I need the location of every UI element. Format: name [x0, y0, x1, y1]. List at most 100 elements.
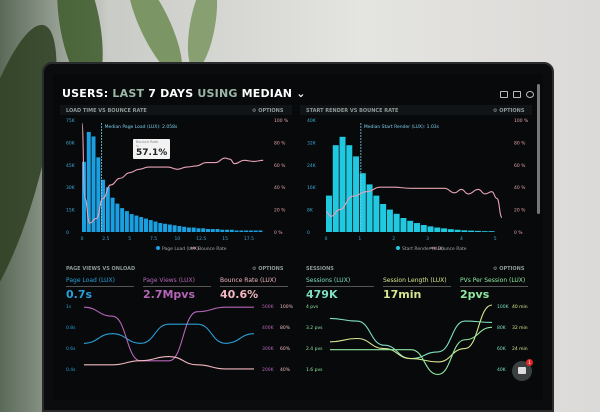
- histogram-bar: [163, 223, 168, 232]
- histogram-bar: [110, 197, 115, 232]
- scrollbar[interactable]: [537, 84, 540, 214]
- histogram-bar: [258, 230, 263, 232]
- histogram-bar: [434, 227, 441, 232]
- options-button[interactable]: ⚙ OPTIONS: [252, 108, 284, 114]
- y-tick-label: 0.6s: [66, 346, 76, 352]
- y2-tick-label: 0 %: [514, 230, 523, 236]
- metric-label: Sessions (LUX): [306, 277, 351, 284]
- y3-tick-label: 60%: [280, 346, 291, 352]
- chat-button[interactable]: 1: [512, 359, 533, 381]
- title-range[interactable]: 7 DAYS: [148, 87, 194, 100]
- y-tick-label: 1s: [66, 304, 72, 310]
- title-median[interactable]: MEDIAN: [241, 87, 293, 100]
- metric-divider: [306, 286, 374, 287]
- metric-value: 0.7s: [66, 288, 93, 301]
- histogram-bar: [129, 214, 134, 232]
- monitor-icon[interactable]: [500, 91, 508, 98]
- histogram-bar: [420, 225, 427, 232]
- y-tick-label: 40K: [307, 118, 317, 124]
- y3-tick-label: 40 min: [512, 304, 528, 310]
- histogram-bar: [148, 220, 153, 232]
- y2-tick-label: 100 %: [514, 118, 529, 124]
- histogram-bar: [239, 230, 244, 232]
- series-line: [83, 306, 254, 362]
- bounce-rate-line: [325, 186, 503, 218]
- x-tick-label: 3: [426, 236, 429, 242]
- panel-title: START RENDER VS BOUNCE RATE: [306, 108, 399, 114]
- histogram-bar: [400, 218, 407, 232]
- histogram-bar: [481, 231, 488, 232]
- dashboard-screen: [53, 74, 543, 400]
- legend-label: Bounce Rate: [198, 246, 227, 252]
- y3-tick-label: 80%: [280, 325, 291, 331]
- chevron-down-icon[interactable]: ⌄: [296, 87, 306, 100]
- help-icon[interactable]: [526, 91, 534, 98]
- y-tick-label: 0: [307, 230, 310, 236]
- options-button[interactable]: ⚙ OPTIONS: [493, 108, 525, 114]
- y2-tick-label: 80 %: [274, 140, 286, 146]
- x-tick-label: 5: [494, 236, 497, 242]
- x-tick-label: 4: [460, 236, 463, 242]
- page-views-chart: 0.4s 0.6s 0.8s 1s 200K 300K 400K 500K 40% 60% 80% 1…: [66, 304, 294, 373]
- y-tick-label: 24K: [307, 163, 317, 169]
- y2-tick-label: 100K: [497, 304, 510, 310]
- x-tick-label: 17.5: [244, 236, 254, 242]
- metric-value: 479K: [306, 288, 338, 301]
- y2-tick-label: 400K: [262, 325, 275, 331]
- histogram-bar: [427, 226, 434, 232]
- options-button[interactable]: ⚙ OPTIONS: [493, 266, 525, 272]
- histogram-bar: [366, 184, 373, 232]
- options-label: OPTIONS: [499, 108, 525, 114]
- histogram-bar: [461, 230, 468, 232]
- y-tick-label: 0: [66, 230, 69, 236]
- y3-tick-label: 32 min: [512, 325, 528, 331]
- y-tick-label: 2.4 pvs: [306, 346, 323, 352]
- histogram-bar: [124, 211, 129, 232]
- x-tick-label: 12.5: [196, 236, 206, 242]
- panel-title: LOAD TIME VS BOUNCE RATE: [66, 108, 147, 114]
- tooltip-label: Bounce Rate: [136, 140, 159, 144]
- metric-value: 2.7Mpvs: [143, 288, 196, 301]
- histogram-bar: [120, 208, 125, 232]
- y3-tick-label: 24 min: [512, 346, 528, 352]
- metric-value: 2pvs: [460, 288, 490, 301]
- histogram-bar: [215, 229, 220, 232]
- title-last: LAST: [112, 87, 145, 100]
- median-annotation: Median Start Render (LUX): 1.03s: [364, 124, 440, 130]
- metric-label: Page Load (LUX): [66, 277, 115, 284]
- y-tick-label: 32K: [307, 140, 317, 146]
- panel-title: PAGE VIEWS VS ONLOAD: [66, 266, 136, 272]
- options-button[interactable]: ⚙ OPTIONS: [252, 266, 284, 272]
- x-tick-label: 2.5: [102, 236, 109, 242]
- histogram-bar: [191, 227, 196, 232]
- metric-divider: [383, 286, 451, 287]
- y2-tick-label: 80K: [497, 325, 507, 331]
- start-render-chart: 0 8K 16K 24K 32K 40K 0 % 20 % 40 % 60 % 80 % 100 % 0…: [307, 118, 529, 252]
- histogram-bar: [234, 230, 239, 232]
- chat-icon: [518, 367, 526, 374]
- chart-icon[interactable]: [513, 91, 521, 98]
- bounce-rate-line: [81, 122, 264, 224]
- histogram-bar: [144, 218, 148, 232]
- histogram-bar: [454, 229, 461, 232]
- metric-value: 40.6%: [220, 288, 259, 301]
- histogram-bar: [153, 221, 158, 232]
- metric-divider: [460, 286, 528, 287]
- y-tick-label: 3.2 pvs: [306, 325, 323, 331]
- y-tick-label: 8K: [307, 208, 314, 214]
- series-line: [330, 326, 493, 376]
- y2-tick-label: 300K: [262, 346, 275, 352]
- legend-marker: [156, 246, 160, 250]
- x-tick-label: 1: [358, 236, 361, 242]
- histogram-bar: [177, 226, 182, 232]
- y2-tick-label: 60K: [497, 346, 507, 352]
- y-tick-label: 4 pvs: [306, 304, 319, 310]
- histogram-bar: [414, 223, 420, 232]
- y-tick-label: 30K: [66, 185, 76, 191]
- histogram-bar: [167, 224, 172, 232]
- y2-tick-label: 0 %: [274, 230, 283, 236]
- y2-tick-label: 60 %: [514, 163, 526, 169]
- x-tick-label: 15: [222, 236, 228, 242]
- page-title[interactable]: USERS: LAST 7 DAYS USING MEDIAN ⌄: [62, 87, 306, 100]
- y-tick-label: 0.4s: [66, 367, 76, 373]
